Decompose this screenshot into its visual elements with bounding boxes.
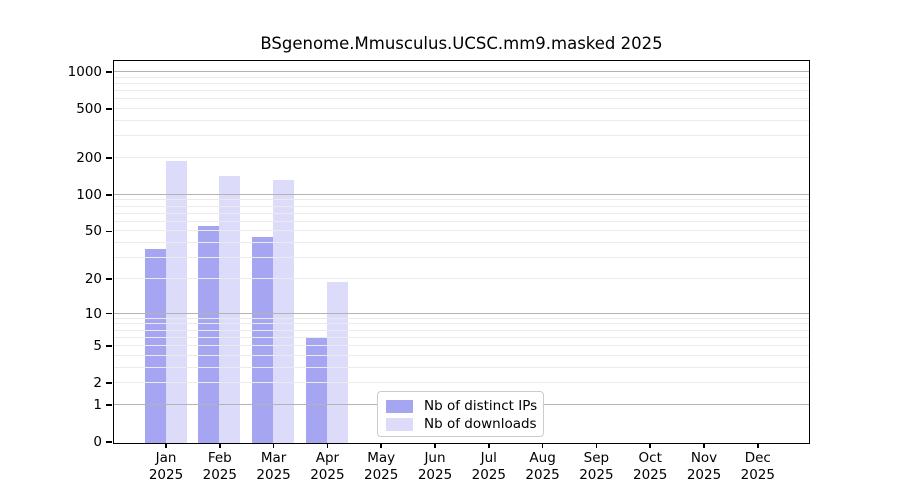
major-gridline	[114, 71, 809, 72]
x-tick-label-sep: Sep 2025	[579, 450, 614, 483]
minor-gridline	[114, 205, 809, 207]
y-tick-mark	[106, 441, 112, 443]
x-tick-label-aug: Aug 2025	[525, 450, 560, 483]
minor-gridline	[114, 336, 809, 338]
legend-label-downloads: Nb of downloads	[424, 415, 537, 432]
y-tick-mark	[106, 345, 112, 347]
x-tick-label-apr: Apr 2025	[310, 450, 345, 483]
legend-entry-distinct-ips: Nb of distinct IPs	[386, 398, 543, 414]
y-tick-mark	[106, 382, 112, 384]
x-tick-mark	[703, 443, 705, 448]
x-tick-mark	[326, 443, 329, 448]
y-tick-mark	[106, 157, 112, 159]
x-tick-mark	[165, 443, 167, 448]
y-tick-label-2: 2	[93, 375, 102, 392]
x-tick-label-dec: Dec 2025	[740, 450, 775, 483]
y-tick-label-200: 200	[76, 149, 102, 166]
y-tick-label-100: 100	[76, 186, 102, 203]
plot-area	[113, 60, 810, 444]
minor-gridline	[114, 108, 809, 110]
legend-swatch-distinct-ips-icon	[386, 399, 413, 413]
x-tick-mark	[488, 443, 490, 448]
minor-gridline	[114, 366, 809, 368]
bar-jan-downloads	[165, 161, 187, 443]
minor-gridline	[114, 317, 809, 319]
x-tick-label-jun: Jun 2025	[417, 450, 453, 483]
x-tick-mark	[595, 443, 598, 448]
major-gridline	[114, 312, 809, 314]
y-tick-mark	[106, 278, 112, 280]
y-tick-label-10: 10	[84, 305, 102, 322]
minor-gridline	[114, 230, 809, 232]
y-tick-label-0: 0	[93, 434, 102, 450]
legend-label-distinct-ips: Nb of distinct IPs	[424, 397, 538, 414]
x-tick-label-jan: Jan 2025	[148, 450, 184, 483]
minor-gridline	[114, 277, 809, 279]
minor-gridline	[114, 354, 809, 356]
x-tick-mark	[757, 443, 759, 448]
y-tick-label-1000: 1000	[67, 64, 102, 80]
minor-gridline	[114, 382, 809, 384]
major-gridline	[114, 193, 809, 195]
x-tick-mark	[649, 443, 651, 448]
minor-gridline	[114, 76, 809, 78]
x-tick-mark	[219, 443, 221, 448]
y-tick-label-500: 500	[76, 101, 102, 118]
minor-gridline	[114, 98, 809, 100]
bar-mar-downloads	[273, 179, 295, 443]
legend-swatch-downloads-icon	[386, 417, 413, 431]
minor-gridline	[114, 90, 809, 92]
x-tick-label-oct: Oct 2025	[633, 450, 668, 483]
y-tick-label-50: 50	[84, 223, 102, 240]
y-tick-mark	[106, 71, 112, 73]
minor-gridline	[114, 82, 809, 84]
minor-gridline	[114, 257, 809, 259]
bar-apr-distinct-ips	[305, 338, 327, 443]
minor-gridline	[114, 119, 809, 121]
minor-gridline	[114, 156, 809, 158]
minor-gridline	[114, 345, 809, 347]
x-tick-mark	[380, 443, 382, 448]
x-tick-mark	[541, 443, 544, 448]
x-tick-label-nov: Nov 2025	[686, 450, 722, 483]
x-tick-mark	[272, 443, 275, 448]
minor-gridline	[114, 135, 809, 137]
chart-title: BSgenome.Mmusculus.UCSC.mm9.masked 2025	[260, 34, 663, 53]
bar-feb-distinct-ips	[198, 225, 220, 443]
x-tick-mark	[434, 443, 436, 448]
y-tick-mark	[106, 108, 112, 110]
legend: Nb of distinct IPs Nb of downloads	[377, 391, 544, 437]
bar-mar-distinct-ips	[252, 237, 274, 443]
minor-gridline	[114, 323, 809, 325]
minor-gridline	[114, 242, 809, 244]
y-tick-mark	[106, 230, 112, 233]
y-tick-label-1: 1	[93, 396, 102, 413]
minor-gridline	[114, 199, 809, 201]
bar-apr-downloads	[326, 282, 348, 443]
y-tick-label-20: 20	[84, 270, 102, 287]
bar-feb-downloads	[219, 175, 241, 443]
legend-entry-downloads: Nb of downloads	[386, 416, 543, 432]
minor-gridline	[114, 220, 809, 222]
x-tick-label-feb: Feb 2025	[202, 450, 237, 483]
y-tick-mark	[106, 312, 112, 315]
x-tick-label-may: May 2025	[364, 450, 399, 483]
x-tick-label-mar: Mar 2025	[256, 450, 291, 483]
y-tick-mark	[106, 404, 112, 406]
y-tick-label-5: 5	[93, 338, 102, 355]
x-tick-label-jul: Jul 2025	[471, 450, 506, 483]
minor-gridline	[114, 212, 809, 214]
minor-gridline	[114, 329, 809, 331]
y-tick-mark	[106, 194, 112, 196]
